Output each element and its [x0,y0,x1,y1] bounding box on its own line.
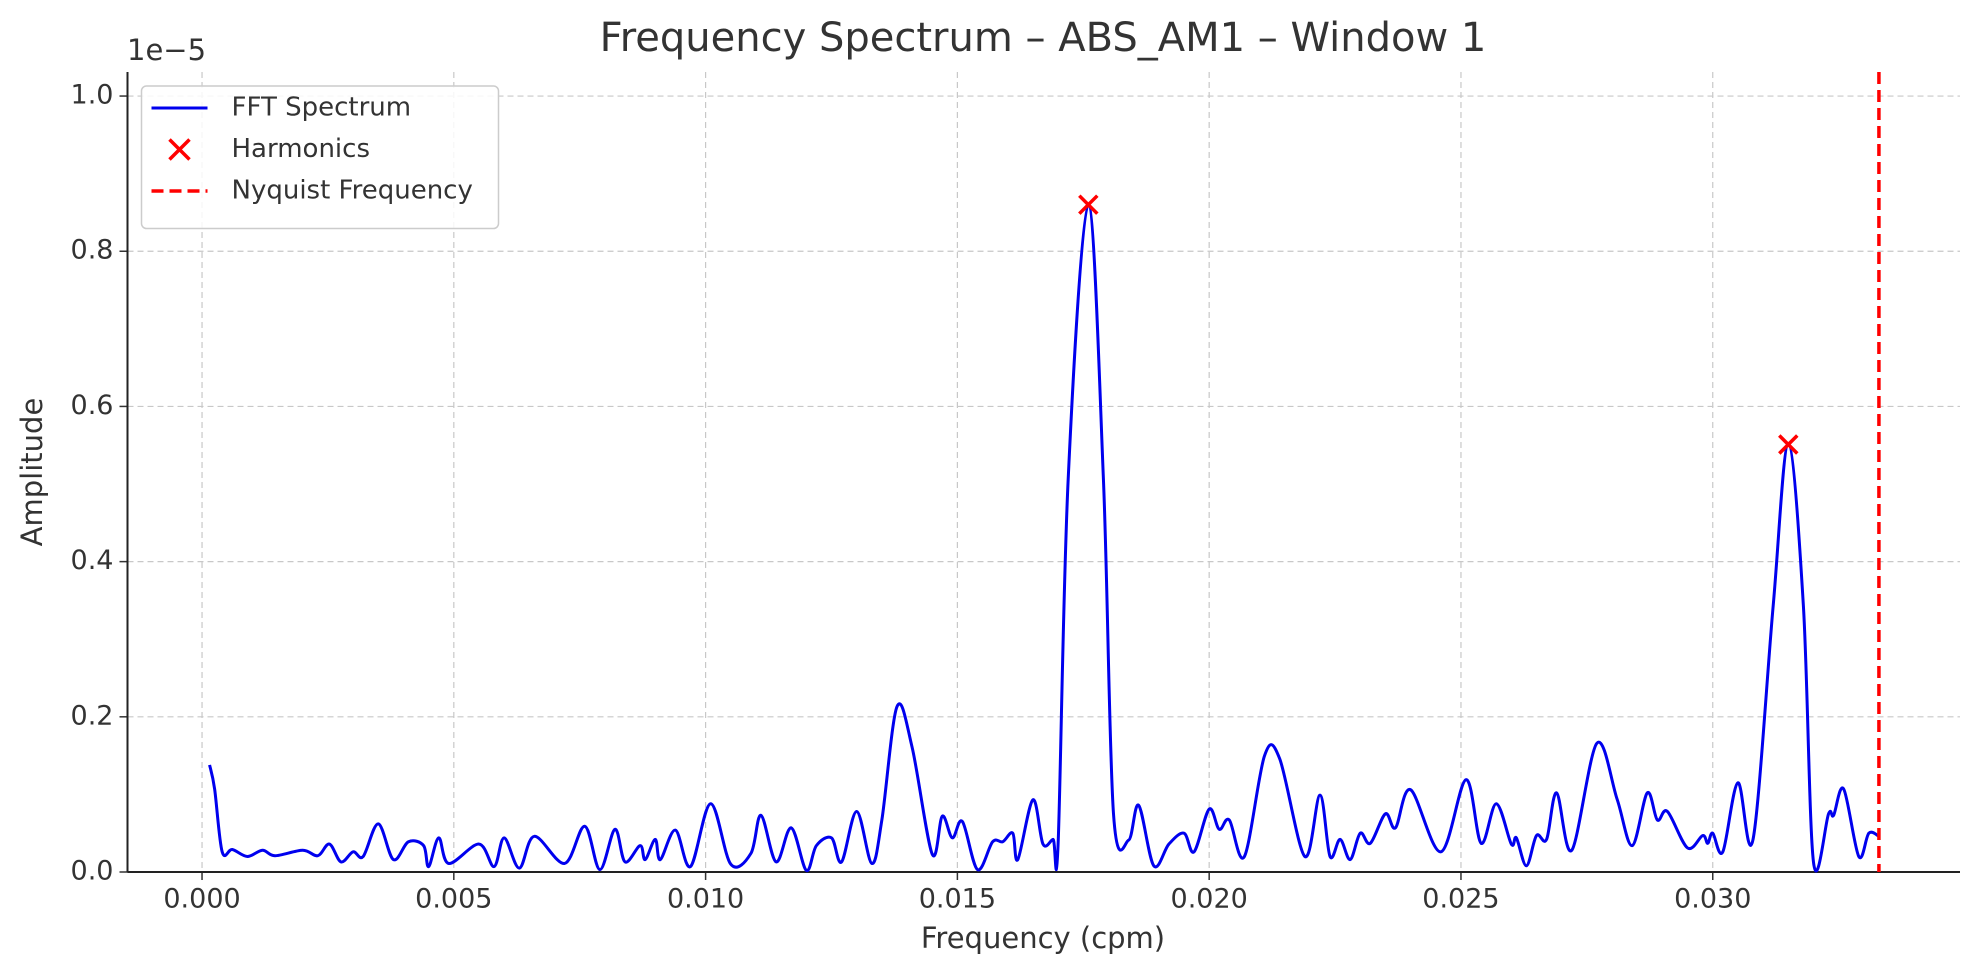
harmonic-marker [1078,194,1099,215]
y-tick-label: 0.2 [71,700,114,731]
x-tick-label: 0.025 [1422,884,1499,915]
spectrum-line [208,203,1880,873]
x-tick-label: 0.005 [415,884,492,915]
x-tick-label: 0.015 [919,884,996,915]
chart-title: Frequency Spectrum – ABS_AM1 – Window 1 [600,15,1487,61]
harmonic-marker [1778,434,1799,455]
legend-swatch [168,138,191,161]
x-tick-label: 0.020 [1171,884,1248,915]
legend-box [140,85,500,230]
x-tick-label: 0.030 [1674,884,1751,915]
x-tick-label: 0.000 [163,884,240,915]
x-tick-label: 0.010 [667,884,744,915]
y-offset-label: 1e−5 [127,33,206,67]
legend-label: Nyquist Frequency [232,176,473,206]
y-tick-label: 0.0 [71,856,114,887]
y-tick-label: 0.4 [71,545,114,576]
y-tick-label: 0.8 [71,235,114,266]
x-axis-label: Frequency (cpm) [921,921,1165,955]
legend-label: FFT Spectrum [232,93,412,123]
legend-label: Harmonics [232,134,371,164]
y-tick-label: 1.0 [71,80,114,111]
y-tick-label: 0.6 [71,390,114,421]
y-axis-label: Amplitude [15,398,49,547]
